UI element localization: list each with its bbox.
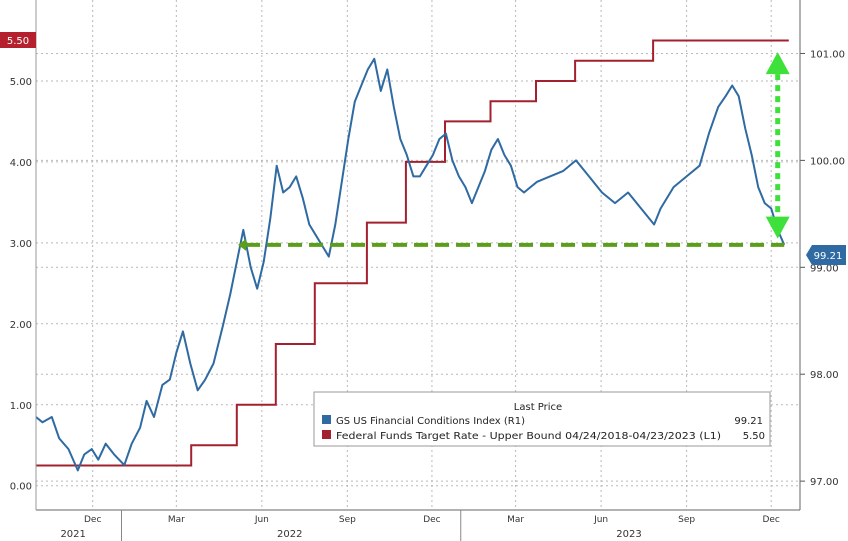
left-tick-label: 2.00	[10, 320, 32, 331]
axis-layer: 0.00 1.00 2.00 3.00 4.00 5.00 97.00 98.00 99.00 1…	[10, 0, 845, 541]
vertical-arrow-head-up	[765, 52, 790, 75]
annotation-layer	[238, 52, 790, 251]
x-tick-label: Mar	[168, 515, 185, 525]
right-tag-text: 99.21	[814, 251, 843, 262]
right-tick-label: 98.00	[810, 370, 839, 381]
right-tick-label: 99.00	[810, 263, 839, 274]
x-tick-label: Jun	[593, 515, 608, 525]
x-tick-label: Sep	[678, 515, 695, 525]
left-tick-label: 3.00	[10, 239, 32, 250]
legend-label-fed: Federal Funds Target Rate - Upper Bound …	[336, 431, 721, 442]
left-tick-label: 1.00	[10, 401, 32, 412]
legend-value-fci: 99.21	[734, 416, 763, 427]
series-layer	[35, 39, 789, 472]
left-tag-box	[0, 32, 36, 48]
legend: Last Price GS US Financial Conditions In…	[313, 391, 771, 447]
x-tick-label: Dec	[84, 515, 101, 525]
legend-swatch-fci	[322, 415, 331, 424]
legend-swatch-fed	[322, 430, 331, 439]
x-tick-label: Jun	[254, 515, 269, 525]
year-label: 2021	[60, 529, 85, 540]
left-tag-text: 5.50	[7, 36, 29, 47]
left-tick-label: 0.00	[10, 482, 32, 493]
x-tick-label: Mar	[507, 515, 524, 525]
dashed-level-arrowhead	[238, 238, 247, 251]
x-tick-label: Sep	[339, 515, 356, 525]
legend-label-fci: GS US Financial Conditions Index (R1)	[336, 416, 525, 427]
vertical-arrow-head-down	[765, 216, 790, 239]
fci-line	[35, 57, 786, 472]
legend-box	[313, 391, 771, 447]
fed-funds-line	[36, 39, 789, 467]
x-tick-label: Dec	[762, 515, 779, 525]
right-tick-label: 101.00	[810, 49, 845, 60]
right-tick-label: 97.00	[810, 477, 839, 488]
x-tick-label: Dec	[423, 515, 440, 525]
right-tick-label: 100.00	[810, 156, 845, 167]
left-tick-label: 4.00	[10, 158, 32, 169]
year-label: 2023	[616, 529, 641, 540]
left-tick-label: 5.00	[10, 77, 32, 88]
left-last-value-tag: 5.50	[0, 32, 36, 48]
legend-title: Last Price	[514, 402, 562, 413]
legend-value-fed: 5.50	[743, 431, 765, 442]
right-last-value-tag: 99.21	[806, 245, 846, 265]
year-label: 2022	[277, 529, 302, 540]
right-tag-box	[806, 245, 846, 265]
